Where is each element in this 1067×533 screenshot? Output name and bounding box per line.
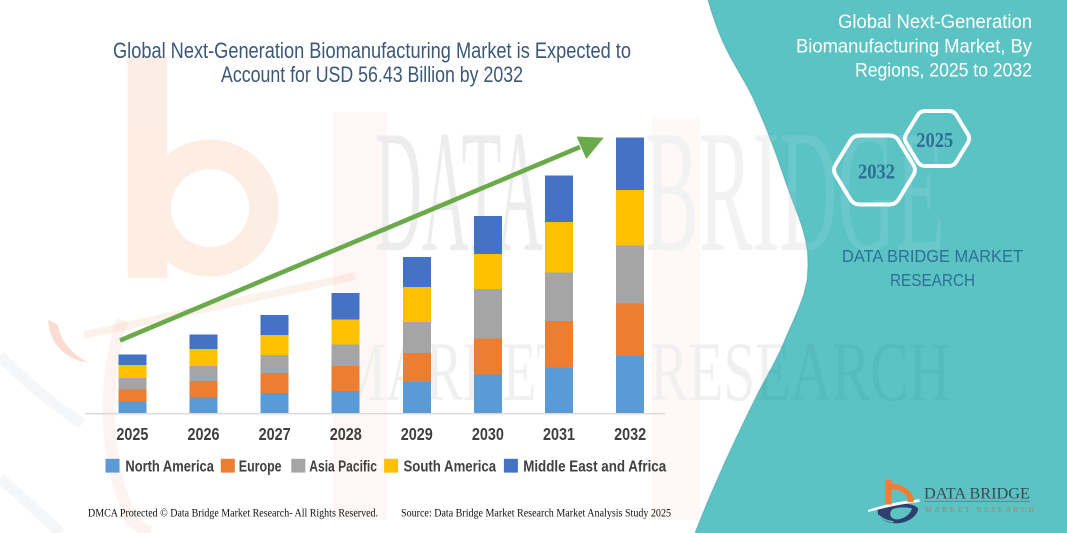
svg-text:2030: 2030 <box>472 424 504 444</box>
svg-text:DATA BRIDGE MARKET: DATA BRIDGE MARKET <box>842 246 1023 266</box>
svg-text:2025: 2025 <box>116 424 148 444</box>
svg-text:RESEARCH: RESEARCH <box>890 270 975 290</box>
svg-text:North America: North America <box>125 459 214 476</box>
svg-text:MARKET RESEARCH: MARKET RESEARCH <box>925 505 1037 514</box>
svg-text:MARKET: MARKET <box>337 324 570 419</box>
svg-text:DMCA Protected © Data Bridge M: DMCA Protected © Data Bridge Market Rese… <box>88 508 378 520</box>
svg-text:DATA BRIDGE: DATA BRIDGE <box>924 486 1030 503</box>
svg-text:Middle East and Africa: Middle East and Africa <box>523 459 666 476</box>
svg-text:Global Next-Generation Biomanu: Global Next-Generation Biomanufacturing … <box>113 38 631 63</box>
svg-text:2032: 2032 <box>858 160 895 184</box>
svg-text:Asia Pacific: Asia Pacific <box>309 459 377 476</box>
svg-text:Regions, 2025 to 2032: Regions, 2025 to 2032 <box>855 60 1032 82</box>
svg-text:2031: 2031 <box>543 424 575 444</box>
svg-text:2026: 2026 <box>188 424 220 444</box>
svg-text:Europe: Europe <box>239 459 282 476</box>
svg-text:2029: 2029 <box>401 424 433 444</box>
svg-text:2032: 2032 <box>614 424 646 444</box>
svg-text:Source: Data Bridge Market Res: Source: Data Bridge Market Research Mark… <box>401 508 671 520</box>
svg-text:Global Next-Generation: Global Next-Generation <box>838 11 1032 33</box>
svg-text:Account for USD 56.43 Billion: Account for USD 56.43 Billion by 2032 <box>221 62 523 87</box>
svg-text:Biomanufacturing Market, By: Biomanufacturing Market, By <box>796 36 1032 58</box>
svg-text:2027: 2027 <box>259 424 291 444</box>
svg-text:DATA: DATA <box>375 94 543 288</box>
svg-text:2025: 2025 <box>916 128 953 152</box>
svg-text:South America: South America <box>404 459 497 476</box>
svg-text:2028: 2028 <box>330 424 362 444</box>
